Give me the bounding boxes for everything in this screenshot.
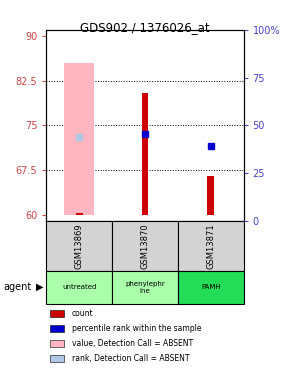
Text: ▶: ▶	[36, 282, 44, 292]
Bar	[112, 221, 178, 271]
Text: agent: agent	[4, 282, 32, 292]
Bar	[46, 271, 112, 303]
Text: rank, Detection Call = ABSENT: rank, Detection Call = ABSENT	[72, 354, 190, 363]
Bar	[50, 310, 64, 317]
Bar	[142, 93, 148, 215]
Text: GSM13869: GSM13869	[75, 223, 84, 268]
Text: PAMH: PAMH	[201, 284, 221, 290]
Text: GSM13871: GSM13871	[206, 223, 215, 268]
Bar	[76, 213, 83, 215]
Bar	[112, 271, 178, 303]
Bar	[178, 271, 244, 303]
Text: value, Detection Call = ABSENT: value, Detection Call = ABSENT	[72, 339, 193, 348]
Bar	[50, 325, 64, 332]
Text: percentile rank within the sample: percentile rank within the sample	[72, 324, 202, 333]
Bar	[64, 63, 94, 215]
Bar	[178, 221, 244, 271]
Text: phenylephr
ine: phenylephr ine	[125, 281, 165, 294]
Bar	[50, 340, 64, 347]
Text: GDS902 / 1376026_at: GDS902 / 1376026_at	[80, 21, 210, 34]
Text: count: count	[72, 309, 94, 318]
Bar	[207, 176, 214, 215]
Bar	[50, 355, 64, 362]
Text: GSM13870: GSM13870	[140, 223, 150, 268]
Text: untreated: untreated	[62, 284, 97, 290]
Bar	[46, 221, 112, 271]
